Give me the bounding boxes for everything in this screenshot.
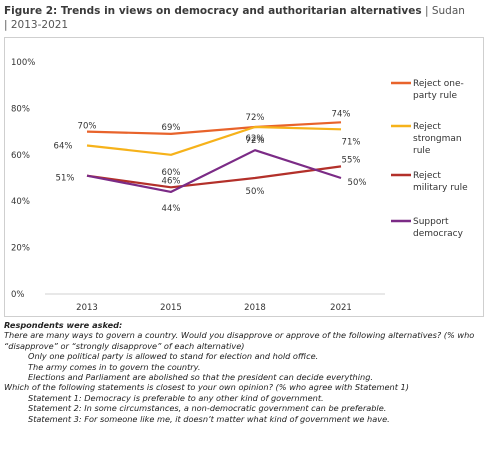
data-label: 70%	[78, 122, 97, 132]
data-label: 62%	[246, 134, 265, 144]
data-label: 55%	[342, 155, 361, 165]
data-label: 46%	[162, 176, 181, 186]
question-1-item: Elections and Parliament are abolished s…	[28, 372, 374, 383]
data-label: 50%	[246, 187, 265, 197]
legend-label: Reject one-	[413, 79, 464, 89]
legend-label: Support	[413, 217, 449, 227]
data-label: 71%	[342, 137, 361, 147]
question-1: There are many ways to govern a country.…	[4, 330, 475, 351]
legend-label: party rule	[413, 91, 458, 101]
figure-subtitle-years: | 2013-2021	[4, 19, 69, 31]
legend-label: Reject	[413, 171, 441, 181]
question-1-item: Only one political party is allowed to s…	[28, 351, 319, 362]
notes-heading: Respondents were asked:	[4, 320, 123, 330]
y-tick-label: 40%	[11, 197, 30, 207]
series-line-reject_military	[86, 165, 342, 189]
question-2-item: Statement 1: Democracy is preferable to …	[28, 392, 324, 403]
data-label: 74%	[332, 109, 351, 119]
legend-label: rule	[413, 146, 431, 156]
data-label: 51%	[56, 174, 75, 184]
question-2-item: Statement 2: In some circumstances, a no…	[28, 403, 387, 414]
y-tick-label: 100%	[11, 58, 35, 68]
data-label: 69%	[162, 123, 181, 133]
series-line-reject_one_party	[86, 121, 342, 136]
data-label: 72%	[246, 136, 265, 146]
figure-title-block: Figure 2: Trends in views on democracy a…	[4, 4, 484, 32]
data-label: 60%	[162, 168, 181, 178]
legend-label: military rule	[413, 183, 468, 193]
chart-area: 0% 20% 40% 60% 80% 100% 2013 2015 2018 2021 70% 69%…	[4, 37, 484, 317]
legend-label: democracy	[413, 229, 464, 239]
y-tick-label: 60%	[11, 151, 30, 161]
figure-title: Figure 2: Trends in views on democracy a…	[4, 5, 422, 17]
legend-label: Reject	[413, 122, 441, 132]
data-label: 44%	[162, 204, 181, 214]
y-tick-label: 0%	[11, 290, 25, 300]
x-tick-label: 2021	[330, 303, 352, 313]
series-line-reject_strongman	[86, 125, 342, 156]
x-tick-label: 2015	[160, 303, 182, 313]
series-line-support_democracy	[86, 149, 342, 193]
data-label: 64%	[54, 142, 73, 152]
x-tick-label: 2013	[76, 303, 98, 313]
legend-label: strongman	[413, 134, 462, 144]
data-label: 72%	[246, 113, 265, 123]
data-label: 50%	[348, 178, 367, 188]
y-tick-label: 20%	[11, 244, 30, 254]
question-2: Which of the following statements is clo…	[4, 382, 409, 393]
survey-notes: Respondents were asked: There are many w…	[4, 320, 484, 424]
line-chart: 0% 20% 40% 60% 80% 100% 2013 2015 2018 2021 70% 69%…	[11, 58, 468, 313]
question-2-item: Statement 3: For someone like me, it doe…	[28, 413, 390, 424]
figure-subtitle-country: | Sudan	[424, 5, 465, 17]
y-tick-label: 80%	[11, 104, 30, 114]
x-tick-label: 2018	[244, 303, 266, 313]
question-1-item: The army comes in to govern the country.	[28, 361, 201, 372]
